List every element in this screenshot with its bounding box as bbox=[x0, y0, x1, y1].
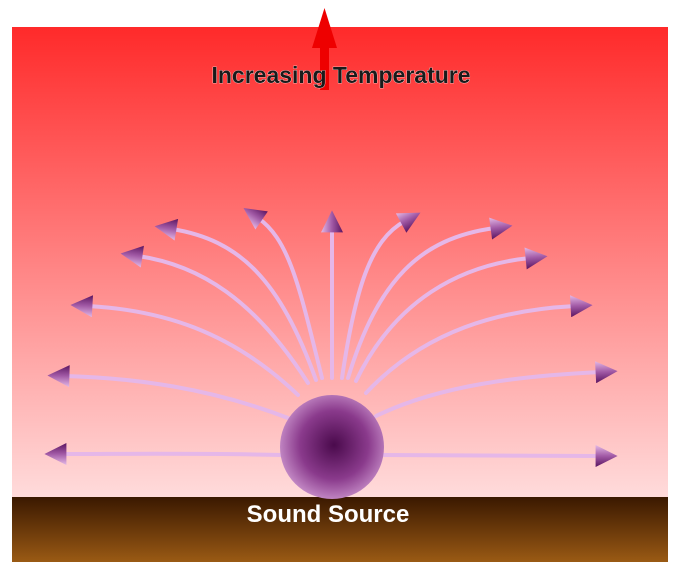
sound-ray bbox=[70, 295, 300, 397]
sound-ray bbox=[346, 217, 513, 380]
sound-ray bbox=[44, 442, 284, 465]
sound-ray bbox=[154, 218, 318, 382]
sound-rays bbox=[44, 208, 618, 467]
sound-ray bbox=[120, 245, 310, 385]
sound-ray bbox=[243, 208, 324, 380]
sound-ray bbox=[364, 295, 593, 395]
sound-ray bbox=[354, 247, 548, 383]
sound-ray bbox=[382, 444, 618, 467]
increasing-temperature-label: Increasing Temperature bbox=[211, 62, 470, 88]
sound-ray bbox=[340, 212, 421, 380]
temperature-arrow bbox=[312, 8, 337, 90]
sound-source-sphere bbox=[280, 395, 384, 499]
ground bbox=[12, 497, 668, 562]
sound-ray bbox=[47, 365, 290, 420]
sound-source-label: Sound Source bbox=[247, 501, 410, 528]
sound-ray bbox=[374, 361, 618, 418]
